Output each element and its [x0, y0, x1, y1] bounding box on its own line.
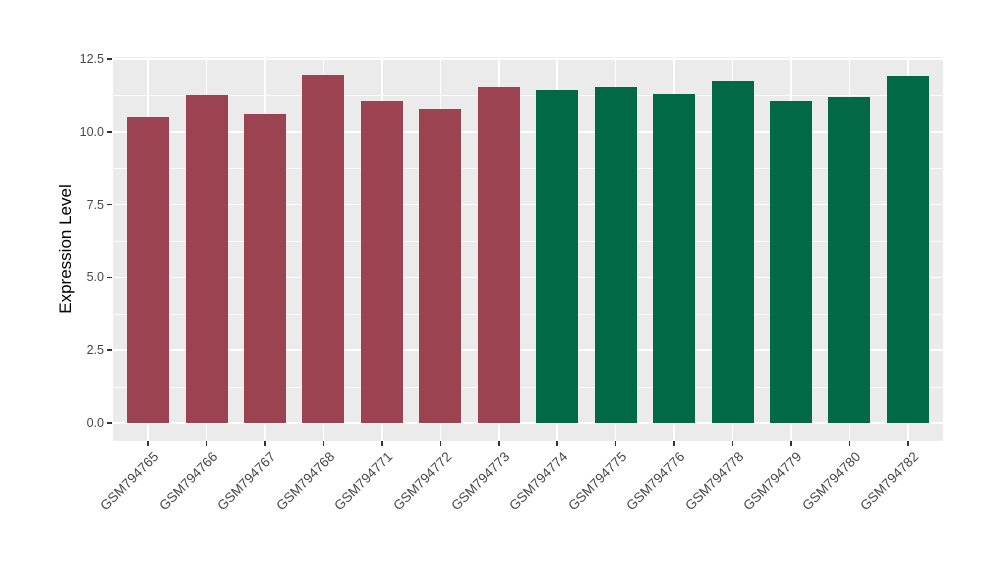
x-tick-label-text: GSM794767 [214, 449, 279, 514]
x-tick-label: GSM794773 [299, 448, 512, 513]
x-tick-label-text: GSM794772 [389, 449, 454, 514]
x-tick-label: GSM794774 [357, 448, 571, 513]
x-tick [673, 441, 675, 446]
y-tick-label: 0.0 [86, 416, 104, 430]
major-gridline [113, 276, 943, 279]
x-tick-label-text: GSM794773 [448, 449, 513, 514]
x-tick-label-text: GSM794771 [331, 449, 396, 514]
y-tick-label: 5.0 [86, 270, 104, 285]
x-tick-label-text: GSM794778 [681, 449, 747, 514]
x-tick-label: GSM794776 [474, 448, 688, 513]
bar [360, 101, 403, 423]
y-tick-label: 7.5 [86, 197, 104, 212]
x-tick-label-text: GSM794779 [740, 449, 805, 514]
x-tick [731, 441, 734, 446]
bar [243, 114, 286, 423]
x-tick [848, 441, 851, 446]
x-tick [790, 441, 792, 446]
y-tick-label: 2.5 [86, 343, 104, 358]
bar [127, 117, 170, 423]
bar [477, 86, 520, 423]
minor-gridline [113, 386, 943, 388]
x-tick-label: GSM794778 [533, 448, 746, 513]
x-tick [264, 441, 266, 446]
y-tick [107, 422, 112, 424]
x-tick-label-text: GSM794775 [565, 449, 630, 514]
x-tick [614, 441, 617, 446]
bar [711, 80, 754, 423]
x-tick [498, 441, 500, 446]
x-tick-label: GSM794768 [123, 448, 337, 513]
y-tick [107, 276, 112, 279]
x-tick-label: GSM794772 [240, 448, 454, 513]
x-tick-label-text: GSM794766 [155, 449, 221, 514]
major-gridline [113, 349, 943, 351]
minor-gridline [113, 168, 943, 170]
major-gridline [113, 422, 943, 424]
major-gridline [113, 131, 943, 133]
x-tick [381, 441, 383, 446]
x-tick-label-text: GSM794782 [857, 449, 922, 514]
y-tick [107, 203, 112, 206]
minor-gridline [113, 95, 943, 97]
x-tick-label: GSM794767 [65, 448, 278, 513]
bar [770, 101, 813, 423]
minor-gridline [113, 313, 943, 315]
bar [828, 96, 871, 423]
bar [302, 75, 345, 423]
x-tick-label: GSM794782 [708, 448, 921, 513]
bar [536, 89, 579, 423]
y-tick [107, 349, 112, 351]
x-tick-label: GSM794771 [182, 448, 395, 513]
x-tick-label: GSM794766 [7, 448, 220, 513]
x-tick [439, 441, 442, 446]
y-tick-label: 10.0 [79, 124, 104, 139]
bar [886, 76, 929, 423]
bar [419, 108, 462, 423]
x-tick [205, 441, 208, 446]
x-tick [556, 441, 558, 446]
bar [594, 86, 637, 423]
x-tick [907, 441, 909, 446]
plot-panel [113, 57, 943, 441]
x-tick-label-text: GSM794780 [798, 449, 864, 514]
y-tick-label: 12.5 [79, 52, 104, 66]
major-gridline [113, 58, 943, 60]
x-tick-label-text: GSM794768 [272, 449, 338, 514]
x-tick-label-text: GSM794765 [97, 449, 162, 514]
bar [185, 95, 228, 423]
x-tick-label: GSM794775 [416, 448, 629, 513]
x-tick [322, 441, 325, 446]
y-tick [107, 131, 112, 133]
x-tick-label: GSM794780 [649, 448, 863, 513]
y-tick [107, 58, 112, 60]
x-tick-label-text: GSM794774 [506, 449, 571, 514]
minor-gridline [113, 241, 943, 242]
x-tick [147, 441, 149, 446]
bar [653, 93, 696, 423]
x-tick-label: GSM794779 [591, 448, 804, 513]
x-tick-label: GSM794765 [0, 448, 161, 513]
x-tick-label-text: GSM794776 [623, 449, 688, 514]
major-gridline [113, 203, 943, 206]
